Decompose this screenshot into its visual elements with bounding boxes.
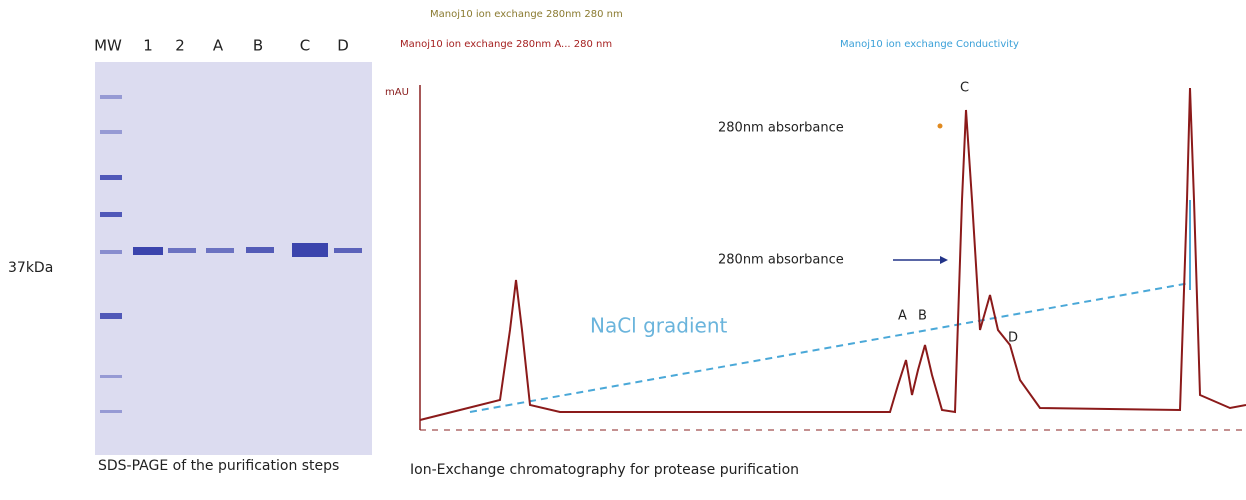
gel <box>95 62 372 455</box>
lane-label: C <box>300 37 310 55</box>
gel-caption: SDS-PAGE of the purification steps <box>98 458 340 474</box>
peak-label: C <box>960 81 969 96</box>
chromatogram-caption: Ion-Exchange chromatography for protease… <box>410 462 799 478</box>
annotation: 280nm absorbance <box>718 253 844 268</box>
lane-label: 1 <box>143 37 153 55</box>
y-unit: mAU <box>385 87 409 98</box>
gel-caption-box: SDS-PAGE of the purification steps <box>98 458 340 474</box>
lane-label: B <box>253 37 263 55</box>
legend-entry: Manoj10 ion exchange 280nm A... 280 nm <box>400 39 612 50</box>
peak-label: B <box>918 309 927 324</box>
lane-label: D <box>337 37 349 55</box>
marker-bands <box>100 95 122 413</box>
marker-dot <box>937 123 943 129</box>
protein-bands <box>133 243 362 257</box>
peak-label: D <box>1008 331 1018 346</box>
lane-label: A <box>213 37 224 55</box>
lane-label: 2 <box>175 37 185 55</box>
legend-entry: Manoj10 ion exchange 280nm 280 nm <box>430 9 623 20</box>
legend-entry: Manoj10 ion exchange Conductivity <box>840 39 1019 50</box>
marker-label: 37kDa <box>8 260 53 276</box>
peak-label: A <box>898 309 907 324</box>
annotation: NaCl gradient <box>590 314 728 338</box>
gradient-line <box>469 282 1191 413</box>
annotation: 280nm absorbance <box>718 121 844 136</box>
lane-label: MW <box>94 37 122 55</box>
absorbance-trace <box>419 87 1246 421</box>
arrow-head <box>940 256 948 264</box>
